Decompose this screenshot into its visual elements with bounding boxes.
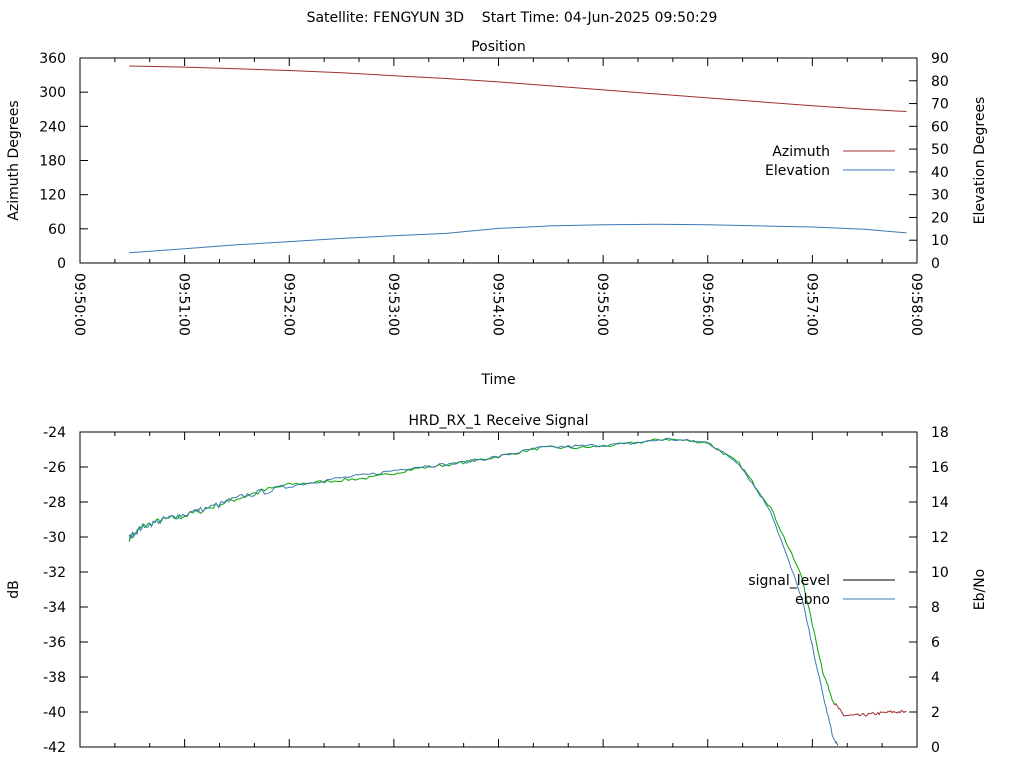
y-right-tick-label: 20	[931, 210, 949, 226]
legend-label: ebno	[795, 592, 830, 608]
y-right-tick-label: 4	[931, 670, 940, 686]
y-left-tick-label: -24	[43, 425, 66, 441]
y-right-tick-label: 10	[931, 233, 949, 249]
x-tick-label: 09:50:00	[71, 273, 87, 336]
plot-frame	[79, 431, 918, 748]
y-left-tick-label: 120	[39, 188, 66, 204]
y-right-tick-label: 10	[931, 565, 949, 581]
y-right-tick-label: 16	[931, 460, 949, 476]
y-right-tick-label: 6	[931, 635, 940, 651]
x-tick-label: 09:58:00	[908, 273, 924, 336]
y-right-axis-label: Eb/No	[972, 569, 988, 611]
legend-label: signal_level	[748, 573, 830, 589]
series-line-signal_level	[128, 438, 835, 705]
y-left-tick-label: -32	[43, 565, 66, 581]
y-right-tick-label: 18	[931, 425, 949, 441]
legend-label: Azimuth	[772, 144, 830, 160]
y-right-tick-label: 60	[931, 119, 949, 135]
x-tick-label: 09:55:00	[594, 273, 610, 336]
y-left-tick-label: 0	[57, 256, 66, 272]
series-line-Azimuth	[129, 65, 907, 112]
y-right-tick-label: 0	[931, 740, 940, 756]
y-left-tick-label: 180	[39, 154, 66, 170]
x-tick-label: 09:56:00	[699, 273, 715, 336]
y-right-tick-label: 12	[931, 530, 949, 546]
y-left-tick-label: 240	[39, 119, 66, 135]
x-tick-label: 09:52:00	[280, 273, 296, 336]
x-tick-label: 09:53:00	[385, 273, 401, 336]
y-right-tick-label: 80	[931, 74, 949, 90]
y-left-tick-label: -30	[43, 530, 66, 546]
chart-title: HRD_RX_1 Receive Signal	[409, 413, 589, 429]
y-left-tick-label: -38	[43, 670, 66, 686]
x-axis-label: Time	[480, 372, 515, 388]
y-right-tick-label: 40	[931, 165, 949, 181]
chart-title: Position	[471, 39, 526, 55]
y-left-tick-label: 360	[39, 51, 66, 67]
plot-frame	[79, 57, 918, 264]
series-line-signal_level-tail	[833, 702, 907, 717]
y-right-axis-label: Elevation Degrees	[972, 97, 988, 225]
x-tick-label: 09:51:00	[176, 273, 192, 336]
y-right-tick-label: 70	[931, 97, 949, 113]
series-line-ebno	[128, 437, 839, 748]
position-chart: Position 0 60 120 180 240 300 360 0 10 20 30 40 50 60 7…	[6, 39, 988, 388]
y-left-tick-label: 300	[39, 85, 66, 101]
y-left-axis-label: dB	[6, 580, 22, 599]
y-right-tick-label: 50	[931, 142, 949, 158]
y-left-tick-label: -28	[43, 495, 66, 511]
y-left-axis-label: Azimuth Degrees	[6, 100, 22, 220]
y-right-tick-label: 30	[931, 188, 949, 204]
y-left-tick-label: 60	[48, 222, 66, 238]
y-right-tick-label: 90	[931, 51, 949, 67]
y-right-tick-label: 14	[931, 495, 949, 511]
y-left-tick-label: -36	[43, 635, 66, 651]
y-left-tick-label: -34	[43, 600, 66, 616]
figure-title: Satellite: FENGYUN 3D Start Time: 04-Jun…	[307, 10, 718, 26]
y-left-tick-label: -40	[43, 705, 66, 721]
y-right-tick-label: 0	[931, 256, 940, 272]
legend-label: Elevation	[765, 163, 830, 179]
y-right-tick-label: 2	[931, 705, 940, 721]
x-tick-label: 09:54:00	[490, 273, 506, 336]
y-right-tick-label: 8	[931, 600, 940, 616]
x-tick-label: 09:57:00	[803, 273, 819, 336]
y-left-tick-label: -26	[43, 460, 66, 476]
receive-signal-chart: HRD_RX_1 Receive Signal -42 -40 -38 -36 -34 -3…	[6, 413, 988, 756]
series-line-Elevation	[129, 223, 907, 254]
y-left-tick-label: -42	[43, 740, 66, 756]
